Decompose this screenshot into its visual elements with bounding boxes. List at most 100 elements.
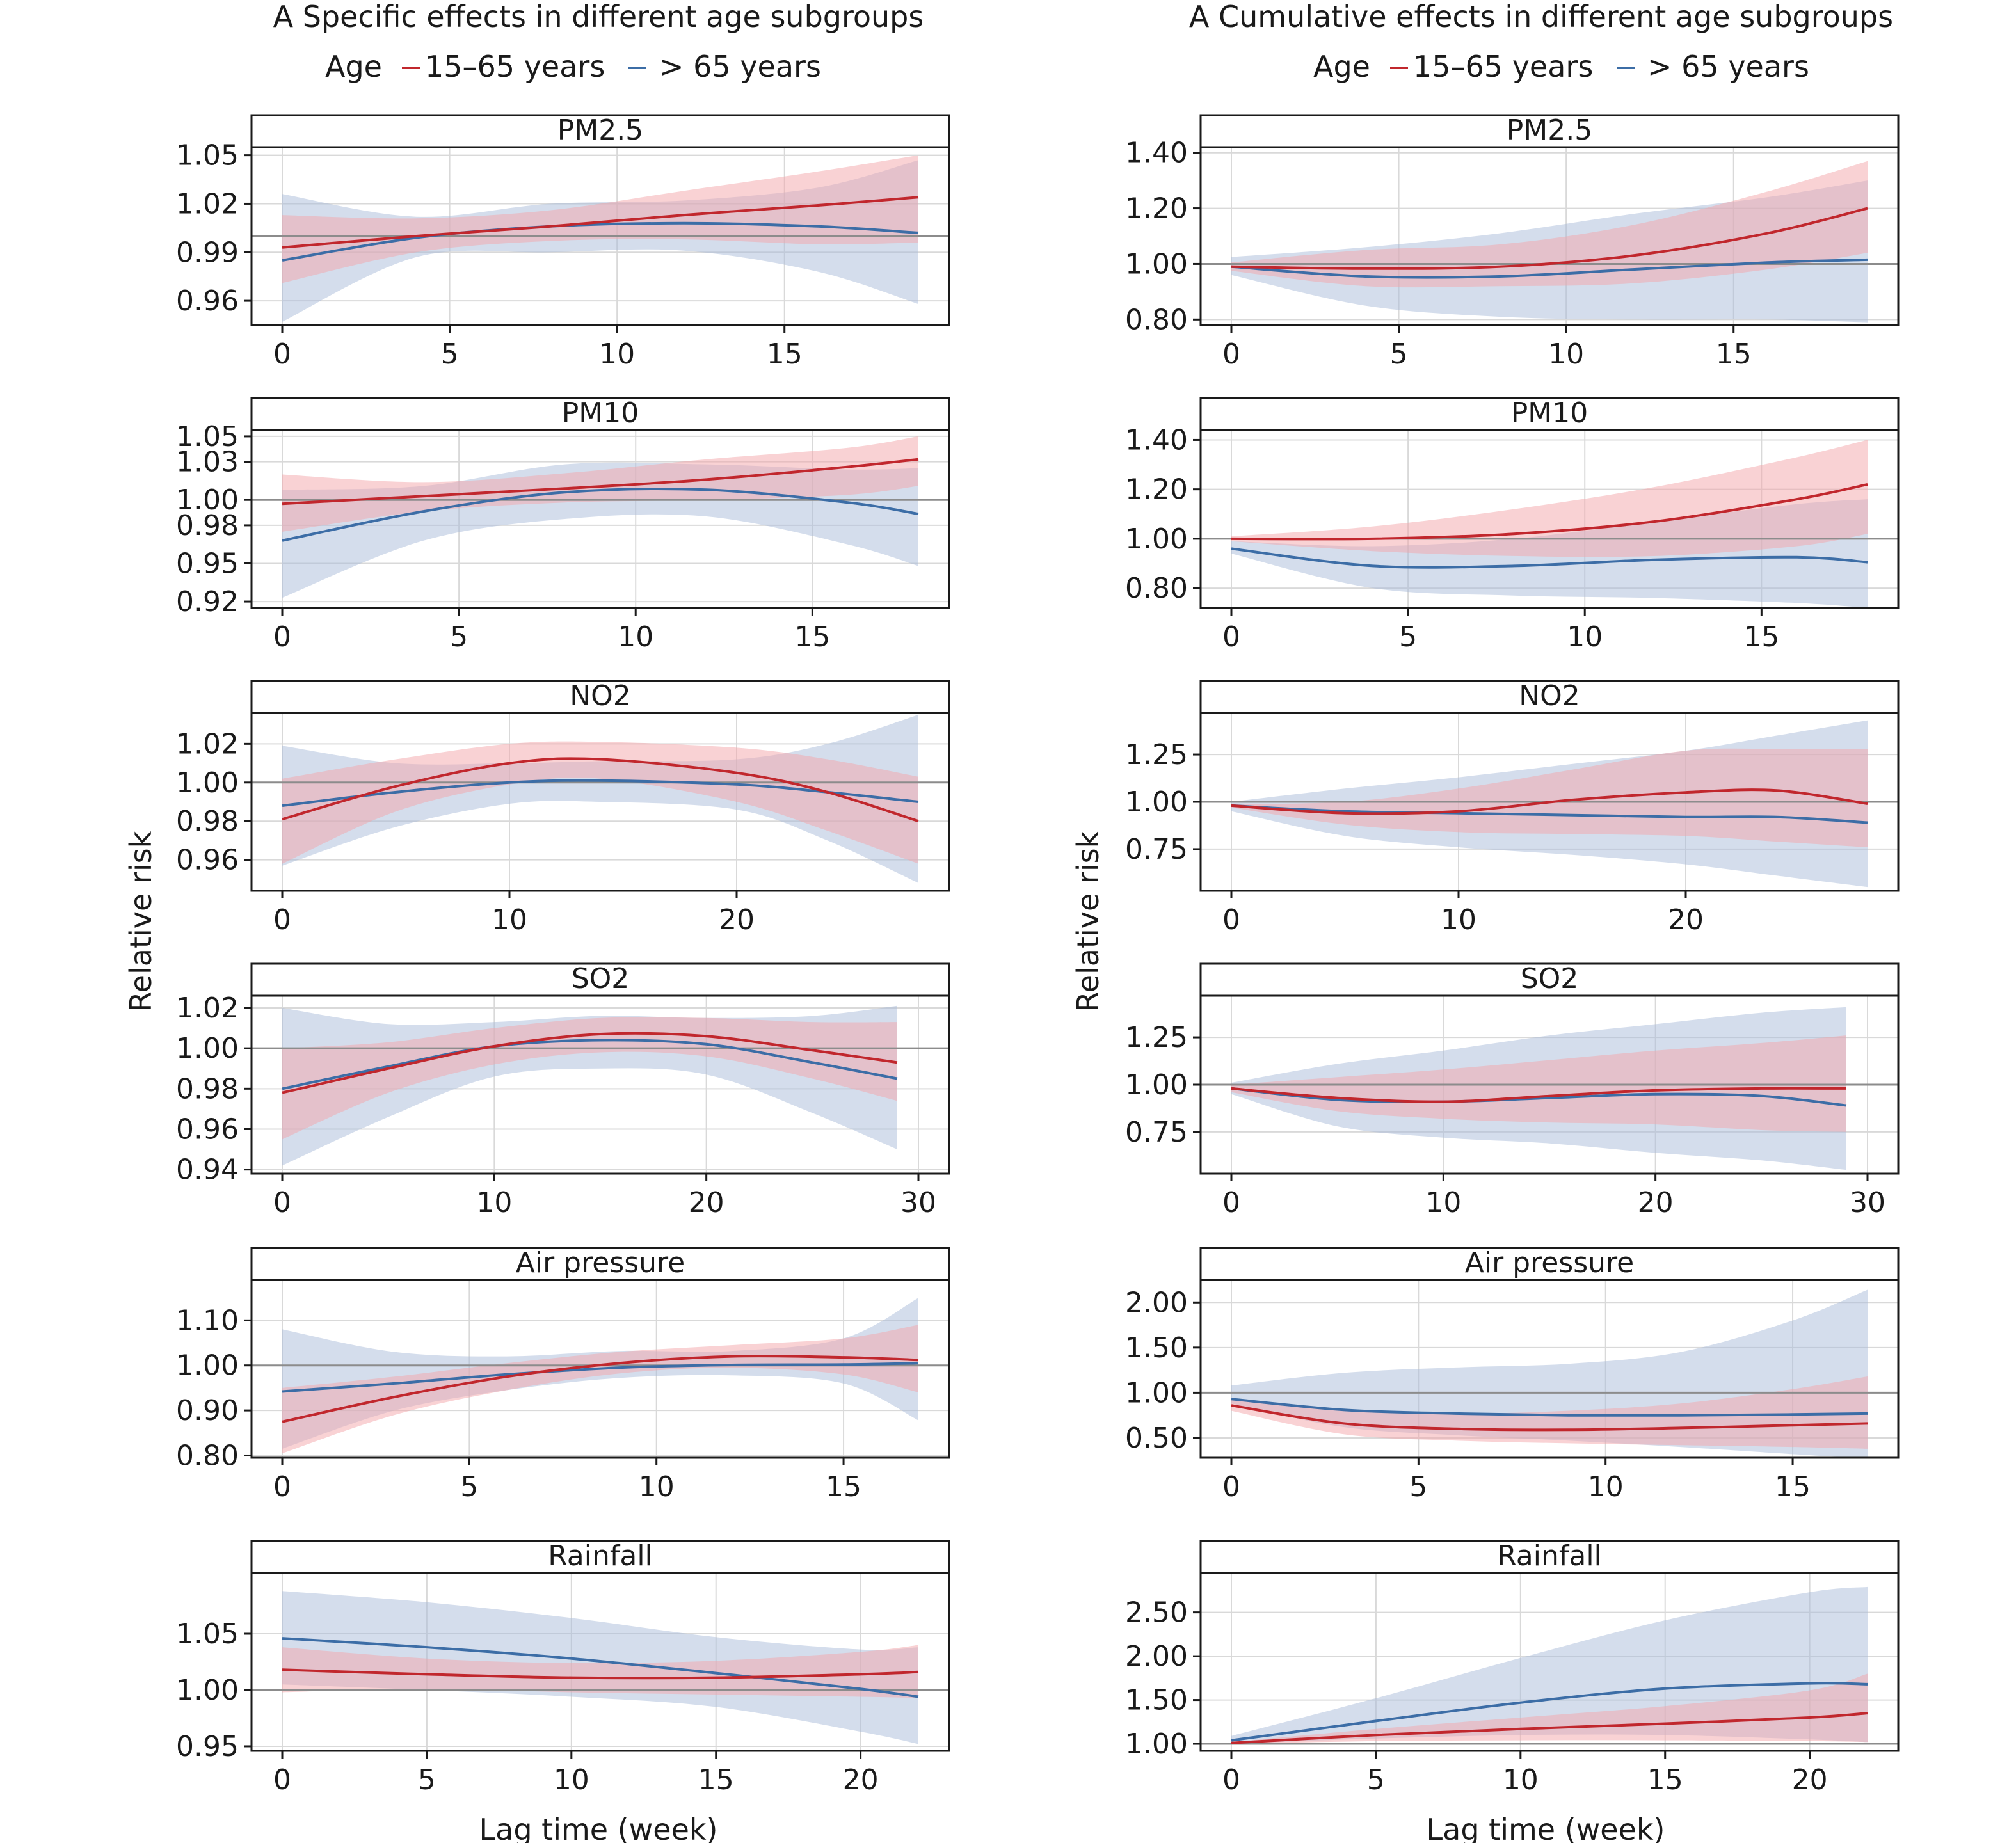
y-tick-label: 1.05 xyxy=(176,420,239,453)
series-line-15-65-years xyxy=(282,757,919,823)
series-line-65-years xyxy=(282,487,919,542)
legend-specific: Age 15–65 years > 65 years xyxy=(325,49,821,84)
x-tick-label: 10 xyxy=(639,1471,675,1503)
ci-band-15-65-years xyxy=(1231,1673,1868,1744)
series-line-65-years xyxy=(282,221,919,262)
y-tick-label: 0.96 xyxy=(176,285,239,317)
y-tick-label: 1.02 xyxy=(176,187,239,220)
y-tick-label: 1.25 xyxy=(1125,1021,1188,1054)
x-tick-label: 5 xyxy=(460,1471,478,1503)
column-title-cumulative: A Cumulative effects in different age su… xyxy=(1189,0,1893,34)
y-tick-label: 1.00 xyxy=(1125,1728,1188,1760)
panel-title: NO2 xyxy=(1519,680,1580,712)
x-tick-label: 15 xyxy=(1775,1471,1811,1503)
series-line-15-65-years xyxy=(1231,1404,1868,1432)
series-line-15-65-years xyxy=(282,1355,919,1423)
series-line-65-years xyxy=(1231,547,1868,569)
x-axis-title-cumulative: Lag time (week) xyxy=(1427,1812,1665,1843)
y-tick-label: 0.95 xyxy=(176,1730,239,1763)
series-line-65-years xyxy=(1231,1398,1868,1417)
panel-so2-specific: SO2 0.94 0.96 0.98 1.00 1.02 0 10 20 30 xyxy=(176,962,950,1219)
panel-pm2-5-specific: PM2.5 0.96 0.99 1.02 1.05 0 5 10 15 xyxy=(176,114,950,371)
y-tick-label: 0.94 xyxy=(176,1154,239,1186)
panel-strip xyxy=(250,962,950,997)
panel-frame xyxy=(250,994,950,1175)
panel-strip xyxy=(1199,680,1900,714)
x-tick-label: 10 xyxy=(618,621,653,653)
x-axis-title-specific: Lag time (week) xyxy=(479,1812,718,1843)
legend-label-over-65: > 65 years xyxy=(659,49,821,84)
x-tick-label: 5 xyxy=(441,338,459,371)
y-tick-label: 1.00 xyxy=(176,1674,239,1707)
y-tick-label: 1.00 xyxy=(176,767,239,799)
x-tick-label: 0 xyxy=(273,1186,291,1219)
panel-frame xyxy=(250,712,950,892)
y-tick-label: 2.50 xyxy=(1125,1597,1188,1629)
series-line-15-65-years xyxy=(1231,788,1868,815)
x-tick-label: 5 xyxy=(1367,1764,1385,1796)
y-tick-label: 1.00 xyxy=(1125,523,1188,555)
y-tick-label: 1.00 xyxy=(1125,1069,1188,1101)
panel-title: Rainfall xyxy=(1497,1540,1602,1572)
legend-title: Age xyxy=(1313,49,1370,84)
panel-strip xyxy=(250,680,950,714)
x-tick-label: 10 xyxy=(1588,1471,1624,1503)
x-tick-label: 10 xyxy=(599,338,635,371)
y-tick-label: 0.80 xyxy=(1125,303,1188,336)
x-tick-label: 20 xyxy=(843,1764,879,1796)
x-tick-label: 0 xyxy=(273,1764,291,1796)
ci-band-15-65-years xyxy=(1231,440,1868,557)
panel-no2-specific: NO2 0.96 0.98 1.00 1.02 0 10 20 xyxy=(176,680,950,936)
panel-frame xyxy=(250,146,950,326)
panel-frame xyxy=(250,1279,950,1459)
y-tick-label: 0.75 xyxy=(1125,1116,1188,1149)
panel-frame xyxy=(250,429,950,609)
y-tick-label: 1.20 xyxy=(1125,474,1188,506)
x-tick-label: 20 xyxy=(719,904,755,936)
panel-so2-cumulative: SO2 0.75 1.00 1.25 0 10 20 30 xyxy=(1125,962,1900,1219)
y-axis-title-specific: Relative risk xyxy=(124,831,158,1012)
x-tick-label: 20 xyxy=(689,1186,724,1219)
y-tick-label: 2.00 xyxy=(1125,1640,1188,1673)
y-tick-label: 1.25 xyxy=(1125,738,1188,771)
x-tick-label: 10 xyxy=(476,1186,512,1219)
panel-pm2-5-cumulative: PM2.5 0.80 1.00 1.20 1.40 0 5 10 15 xyxy=(1125,114,1900,371)
y-tick-label: 1.02 xyxy=(176,728,239,760)
x-tick-label: 0 xyxy=(1222,338,1240,371)
x-tick-label: 0 xyxy=(273,338,291,371)
y-tick-label: 0.80 xyxy=(1125,572,1188,605)
y-tick-label: 1.00 xyxy=(1125,1376,1188,1409)
x-tick-label: 0 xyxy=(273,904,291,936)
panel-frame xyxy=(250,1572,950,1752)
x-tick-label: 5 xyxy=(1399,621,1417,653)
panel-title: PM2.5 xyxy=(557,114,643,147)
panel-rainfall-cumulative: Rainfall 1.00 1.50 2.00 2.50 0 5 10 15 20 xyxy=(1125,1540,1900,1796)
panel-strip xyxy=(250,114,950,148)
series-line-15-65-years xyxy=(1231,207,1868,270)
ci-band-15-65-years xyxy=(282,741,918,864)
legend-cumulative: Age 15–65 years > 65 years xyxy=(1313,49,1809,84)
panel-title: PM10 xyxy=(562,397,639,429)
x-tick-label: 0 xyxy=(1222,904,1240,936)
panel-strip xyxy=(1199,962,1900,997)
x-tick-label: 5 xyxy=(1409,1471,1427,1503)
ci-band-15-65-years xyxy=(1231,1376,1868,1449)
y-tick-label: 2.00 xyxy=(1125,1286,1188,1319)
panel-title: PM10 xyxy=(1511,397,1588,429)
ci-band-15-65-years xyxy=(1231,748,1868,847)
y-tick-label: 0.95 xyxy=(176,548,239,580)
y-tick-label: 1.20 xyxy=(1125,193,1188,225)
panel-no2-cumulative: NO2 0.75 1.00 1.25 0 10 20 xyxy=(1125,680,1900,936)
y-tick-label: 0.96 xyxy=(176,1113,239,1146)
series-line-15-65-years xyxy=(1231,1712,1868,1744)
y-tick-label: 1.10 xyxy=(176,1304,239,1337)
legend-label-over-65: > 65 years xyxy=(1647,49,1809,84)
legend-label-15-65: 15–65 years xyxy=(425,49,605,84)
y-tick-label: 1.00 xyxy=(1125,248,1188,280)
panel-title: SO2 xyxy=(1521,962,1579,995)
series-line-65-years xyxy=(282,1039,898,1090)
x-tick-label: 10 xyxy=(1441,904,1476,936)
y-tick-label: 0.98 xyxy=(176,805,239,838)
panel-title: SO2 xyxy=(572,962,630,995)
